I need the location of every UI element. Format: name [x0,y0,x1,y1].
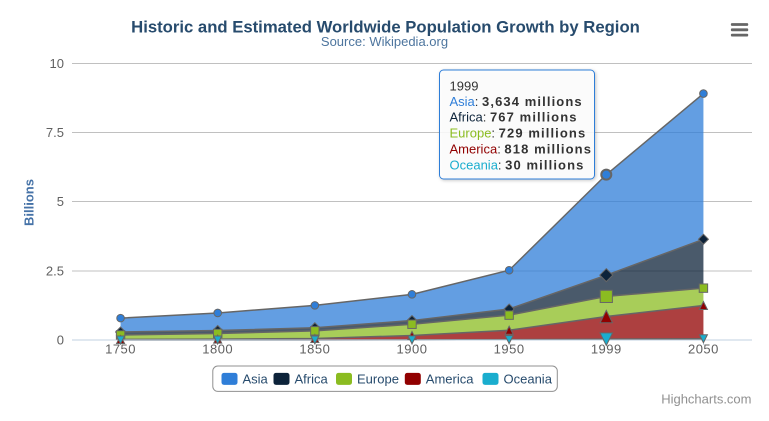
svg-text:Europe: 729 millions: Europe: 729 millions [450,126,587,141]
svg-text:Asia: 3,634 millions: Asia: 3,634 millions [450,94,583,109]
svg-text:5: 5 [57,194,64,209]
svg-text:Oceania: Oceania [504,372,553,387]
svg-text:7.5: 7.5 [46,125,64,140]
svg-text:America: 818 millions: America: 818 millions [450,142,593,157]
svg-text:2.5: 2.5 [46,263,64,278]
svg-text:Europe: Europe [357,372,399,387]
svg-text:1750: 1750 [105,342,136,357]
svg-text:America: America [426,372,474,387]
svg-text:1800: 1800 [202,342,233,357]
svg-text:1950: 1950 [494,342,525,357]
svg-text:Africa: Africa [295,372,329,387]
svg-text:Billions: Billions [22,179,37,226]
svg-text:10: 10 [50,56,64,71]
svg-text:1999: 1999 [450,79,479,94]
svg-text:Oceania: 30 millions: Oceania: 30 millions [450,157,585,172]
svg-text:1900: 1900 [397,342,428,357]
svg-text:2050: 2050 [688,342,719,357]
svg-text:Historic and Estimated Worldwi: Historic and Estimated Worldwide Populat… [131,18,640,37]
svg-text:1850: 1850 [299,342,330,357]
svg-text:0: 0 [57,333,64,348]
svg-text:Asia: Asia [243,372,269,387]
svg-text:Source: Wikipedia.org: Source: Wikipedia.org [321,34,448,49]
svg-text:Africa: 767 millions: Africa: 767 millions [450,110,578,125]
svg-text:Highcharts.com: Highcharts.com [661,391,751,406]
svg-text:1999: 1999 [591,342,622,357]
